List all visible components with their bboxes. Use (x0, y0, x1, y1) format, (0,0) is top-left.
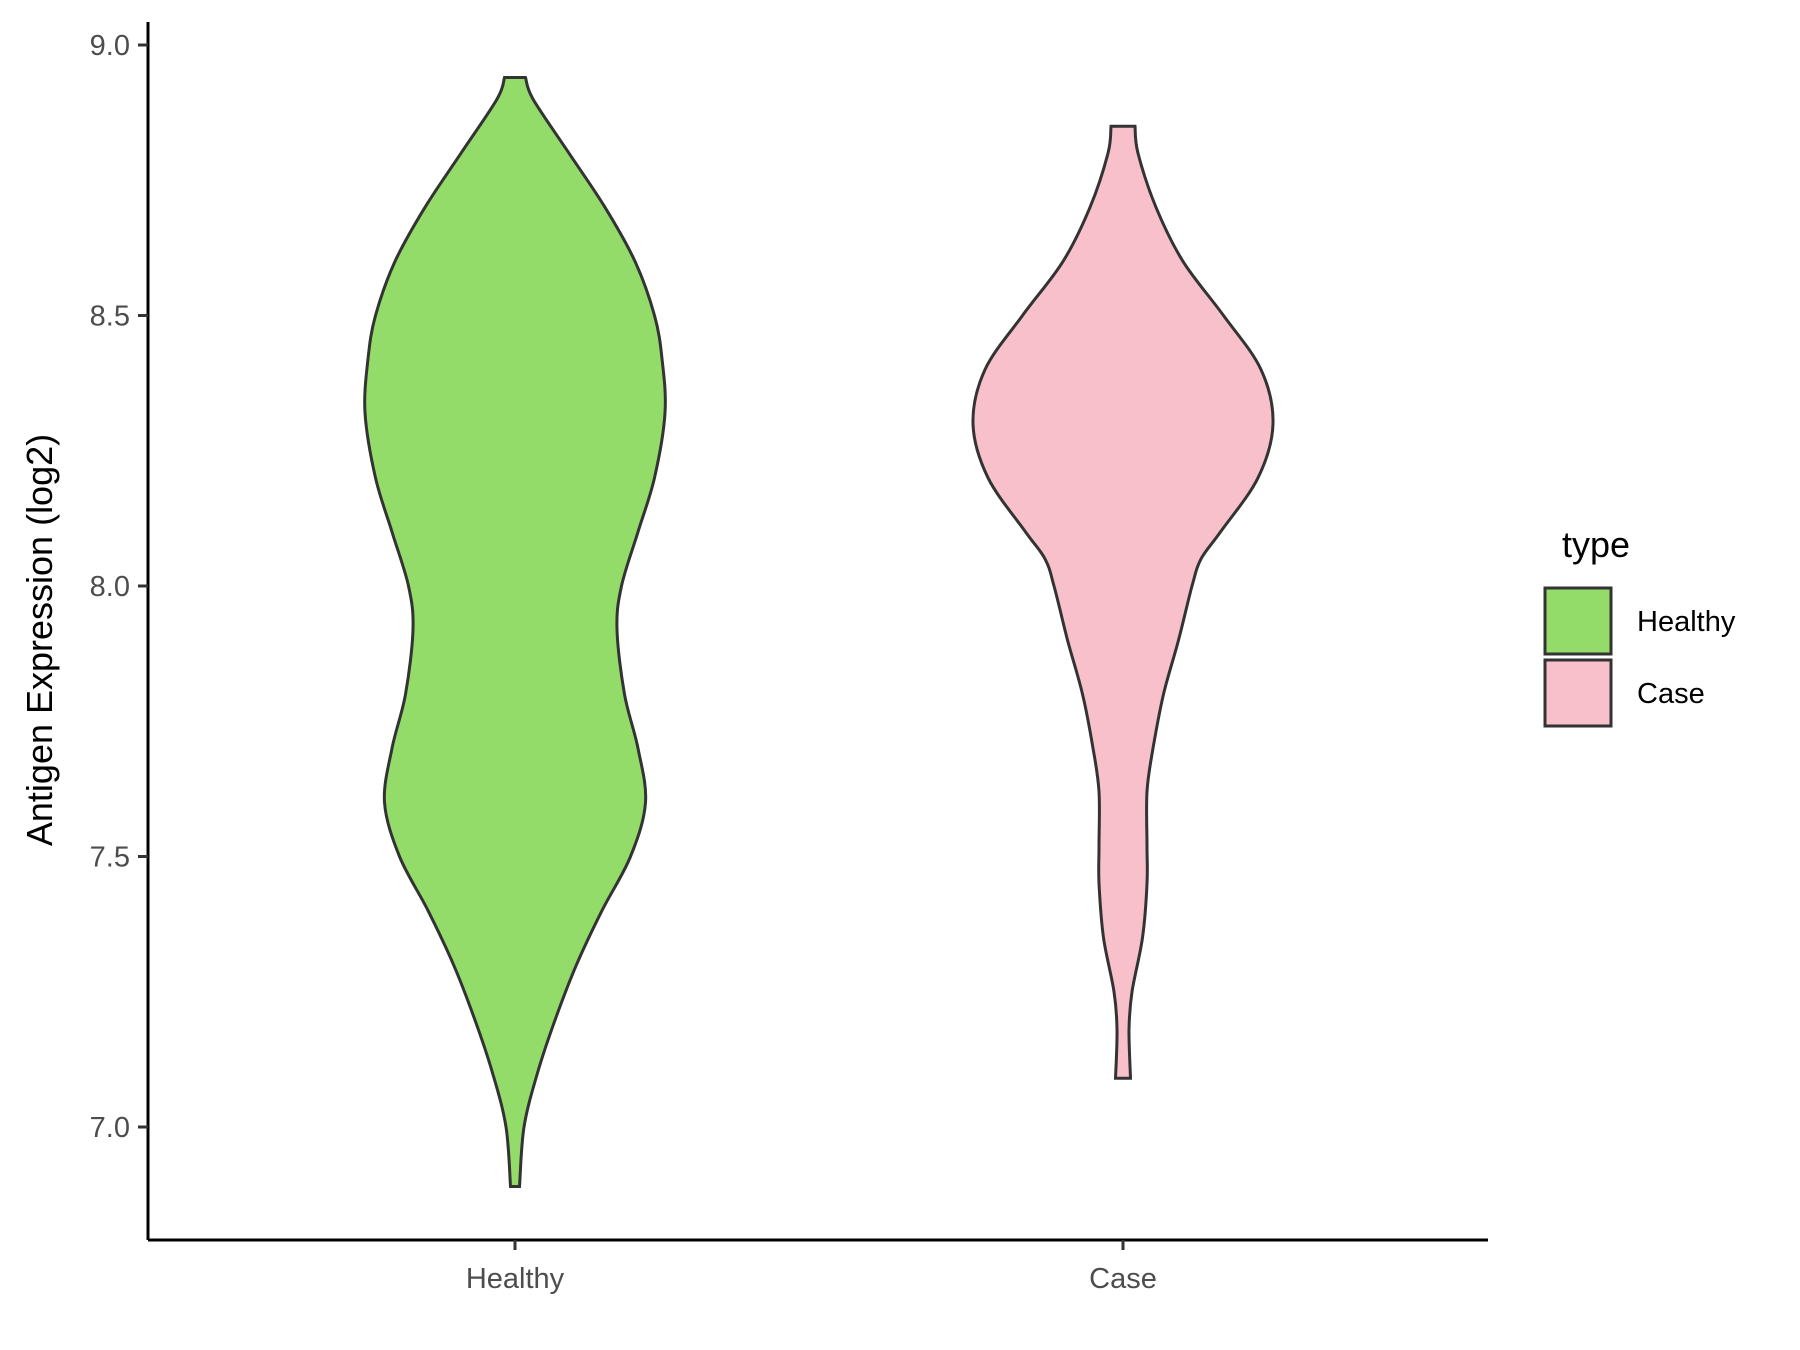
legend-key-healthy (1543, 586, 1613, 656)
y-axis-title: Antigen Expression (log2) (19, 434, 60, 846)
legend-title: type (1562, 524, 1630, 565)
x-axis-ticks: Healthy Case (466, 1240, 1157, 1295)
violin-case (971, 124, 1275, 1080)
x-tick-label-healthy: Healthy (466, 1263, 565, 1295)
y-axis-ticks: 7.0 7.5 8.0 8.5 9.0 (90, 30, 148, 1144)
y-tick-label: 7.0 (90, 1112, 130, 1144)
x-tick-label-case: Case (1089, 1263, 1157, 1295)
legend-label-healthy: Healthy (1637, 606, 1736, 638)
y-tick-label: 9.0 (90, 30, 130, 62)
violin-healthy (363, 76, 667, 1188)
violins-layer (363, 76, 1275, 1188)
y-tick-label: 8.5 (90, 301, 130, 333)
legend: type Healthy Case (1543, 524, 1736, 728)
legend-entries: Healthy Case (1543, 586, 1736, 728)
y-tick-label: 8.0 (90, 571, 130, 603)
legend-key-case (1543, 658, 1613, 728)
y-tick-label: 7.5 (90, 842, 130, 874)
legend-label-case: Case (1637, 678, 1705, 710)
